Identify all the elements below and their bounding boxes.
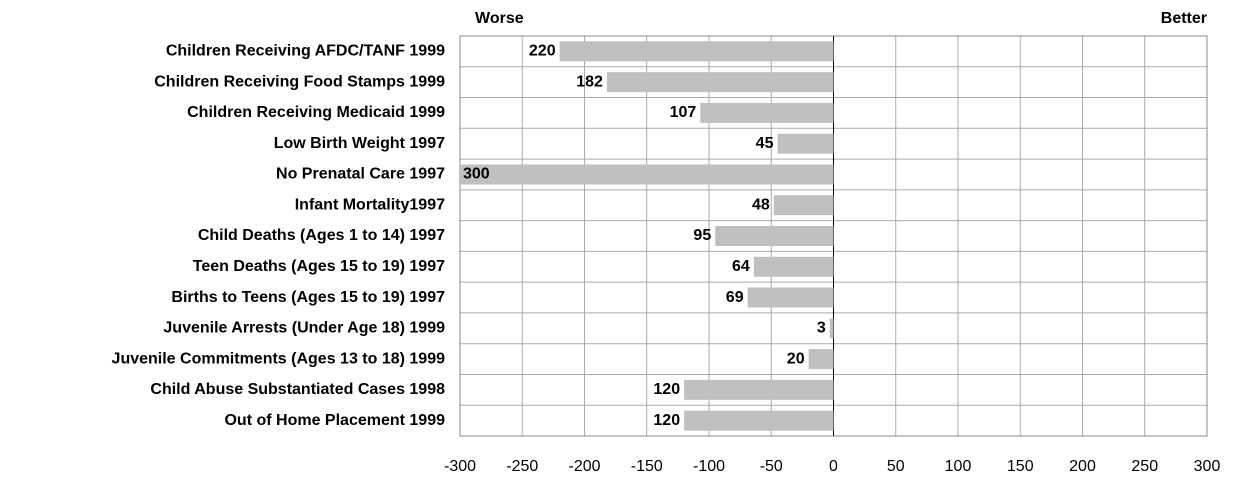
data-label: 95: [693, 227, 711, 244]
bar: [700, 102, 834, 123]
y-tick-label: No Prenatal Care 1997: [276, 166, 445, 183]
x-tick-label: 250: [1131, 458, 1158, 475]
y-tick-label: Births to Teens (Ages 15 to 19) 1997: [171, 289, 445, 306]
bar: [829, 318, 834, 339]
data-label: 45: [756, 135, 774, 152]
annotation: Better: [1161, 10, 1207, 27]
x-tick-label: -200: [568, 458, 600, 475]
bar: [777, 133, 834, 154]
data-label: 64: [732, 258, 750, 275]
bar: [773, 195, 834, 216]
x-tick-label: 150: [1007, 458, 1034, 475]
y-tick-label: Infant Mortality1997: [295, 196, 445, 213]
data-label: 107: [670, 104, 697, 121]
y-tick-label: Low Birth Weight 1997: [274, 135, 445, 152]
x-tick-label: 300: [1194, 458, 1221, 475]
y-tick-label: Child Abuse Substantiated Cases 1998: [150, 381, 445, 398]
y-tick-label: Teen Deaths (Ages 15 to 19) 1997: [193, 258, 445, 275]
x-tick-label: -250: [506, 458, 538, 475]
bar: [808, 349, 834, 370]
bar: [753, 256, 834, 277]
x-tick-label: -300: [444, 458, 476, 475]
y-tick-label: Out of Home Placement 1999: [224, 412, 445, 429]
x-tick-label: 50: [887, 458, 905, 475]
bar: [684, 379, 834, 400]
bar: [747, 287, 834, 308]
bar: [559, 41, 834, 62]
y-tick-label: Child Deaths (Ages 1 to 14) 1997: [198, 227, 445, 244]
data-label: 20: [787, 350, 805, 367]
data-label: 69: [726, 289, 744, 306]
data-label: 48: [752, 196, 770, 213]
y-tick-label: Children Receiving Medicaid 1999: [187, 104, 445, 121]
data-label: 220: [529, 43, 556, 60]
annotation: Worse: [475, 10, 524, 27]
plot-border: [459, 35, 1208, 437]
y-tick-label: Juvenile Commitments (Ages 13 to 18) 199…: [112, 350, 446, 367]
x-tick-label: 0: [829, 458, 838, 475]
data-label: 120: [653, 412, 680, 429]
bar: [715, 226, 834, 246]
x-tick-label: -100: [693, 458, 725, 475]
x-tick-label: 200: [1069, 458, 1096, 475]
y-tick-label: Juvenile Arrests (Under Age 18) 1999: [163, 320, 445, 337]
data-label: 300: [463, 166, 490, 183]
y-tick-label: Children Receiving Food Stamps 1999: [154, 73, 445, 90]
x-tick-label: -50: [760, 458, 783, 475]
x-tick-label: -150: [631, 458, 663, 475]
bar: [460, 164, 834, 185]
data-label: 182: [576, 73, 603, 90]
data-label: 120: [653, 381, 680, 398]
bar: [684, 410, 834, 431]
bar: [606, 72, 834, 93]
y-tick-label: Children Receiving AFDC/TANF 1999: [166, 43, 445, 60]
data-label: 3: [817, 320, 826, 337]
x-tick-label: 100: [945, 458, 972, 475]
